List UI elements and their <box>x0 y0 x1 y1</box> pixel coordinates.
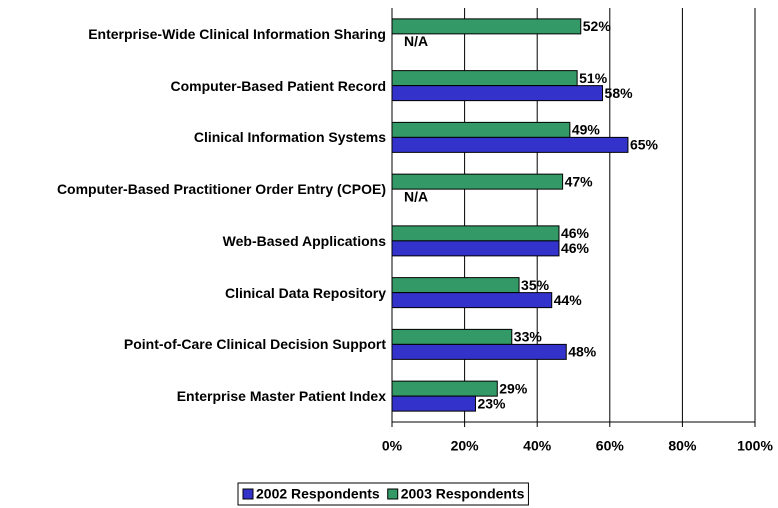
bar <box>391 121 571 138</box>
value-label: 65% <box>630 137 659 153</box>
bar <box>391 277 520 294</box>
category-label: Enterprise-Wide Clinical Information Sha… <box>0 23 386 45</box>
bar <box>391 85 604 102</box>
category-label: Web-Based Applications <box>0 230 386 252</box>
value-label: 49% <box>572 122 601 138</box>
legend-label: 2003 Respondents <box>401 486 525 502</box>
value-label: 44% <box>554 292 583 308</box>
bar <box>391 292 553 309</box>
bar <box>391 380 498 397</box>
category-label: Enterprise Master Patient Index <box>0 385 386 407</box>
legend-swatch <box>242 488 254 500</box>
x-tick-label: 40% <box>523 438 552 454</box>
category-text: Clinical Information Systems <box>193 129 386 146</box>
x-tick-label: 0% <box>382 438 403 454</box>
value-label: 35% <box>521 277 550 293</box>
legend-label: 2002 Respondents <box>256 486 380 502</box>
value-label: 46% <box>561 225 590 241</box>
value-label: 29% <box>499 380 528 396</box>
bar <box>391 225 560 242</box>
bar <box>391 343 567 360</box>
category-text: Enterprise Master Patient Index <box>176 388 386 405</box>
value-label: 48% <box>568 344 597 360</box>
value-label: 23% <box>477 395 506 411</box>
category-text: Computer-Based Practitioner Order Entry … <box>56 181 386 198</box>
bar <box>391 173 564 190</box>
value-label: 46% <box>561 240 590 256</box>
category-text: Point-of-Care Clinical Decision Support <box>123 336 386 353</box>
category-label: Clinical Information Systems <box>0 126 386 148</box>
bar <box>391 395 476 412</box>
value-label: N/A <box>404 188 428 204</box>
bar <box>391 136 629 153</box>
x-tick-label: 100% <box>737 438 773 454</box>
value-label: 33% <box>514 329 543 345</box>
category-text: Enterprise-Wide Clinical Information Sha… <box>88 25 386 42</box>
value-label: 47% <box>565 173 594 189</box>
category-text: Clinical Data Repository <box>224 284 386 301</box>
value-label: 52% <box>583 18 612 34</box>
category-label: Point-of-Care Clinical Decision Support <box>0 333 386 355</box>
value-label: N/A <box>404 33 428 49</box>
category-text: Web-Based Applications <box>222 232 386 249</box>
bar <box>391 240 560 257</box>
category-text: Computer-Based Patient Record <box>170 77 386 94</box>
category-label: Computer-Based Patient Record <box>0 75 386 97</box>
x-tick-label: 80% <box>668 438 697 454</box>
category-label: Computer-Based Practitioner Order Entry … <box>0 178 386 200</box>
legend-swatch <box>387 488 399 500</box>
x-tick-label: 20% <box>451 438 480 454</box>
bar <box>391 328 513 345</box>
value-label: 51% <box>579 70 608 86</box>
value-label: 58% <box>605 85 634 101</box>
bar <box>391 70 578 87</box>
legend-box <box>237 482 529 506</box>
x-tick-label: 60% <box>596 438 625 454</box>
category-label: Clinical Data Repository <box>0 282 386 304</box>
bar <box>391 18 582 35</box>
